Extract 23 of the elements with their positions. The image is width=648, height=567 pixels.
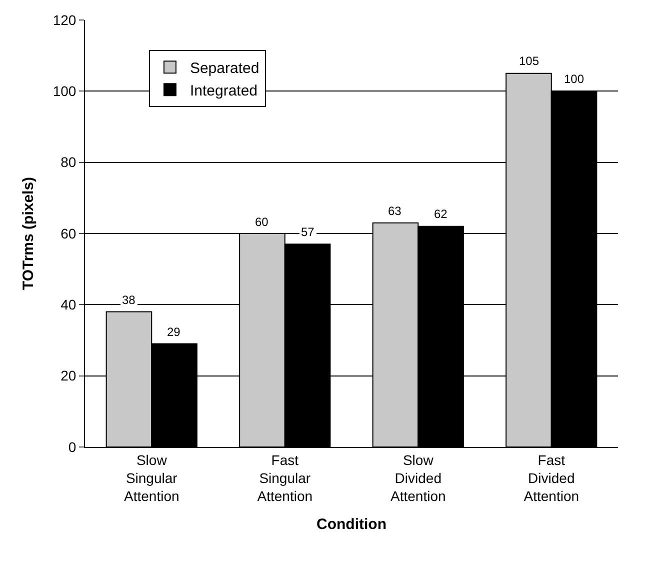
y-tick-label: 80 [60, 154, 76, 170]
data-label: 29 [167, 325, 181, 339]
y-tick-label: 60 [60, 225, 76, 242]
y-tick-label: 120 [52, 12, 76, 28]
data-label: 62 [434, 207, 448, 221]
y-axis-title: TOTrms (pixels) [20, 176, 38, 290]
y-tick-label: 100 [52, 83, 76, 100]
y-tick-label: 40 [60, 296, 76, 313]
legend-label: Integrated [190, 82, 258, 100]
x-tick-label: Fast Divided Attention [524, 452, 580, 504]
data-label: 57 [301, 225, 315, 239]
data-label: 63 [388, 204, 402, 218]
data-label: 100 [564, 72, 584, 86]
data-label: 38 [122, 293, 136, 307]
data-label: 60 [255, 215, 269, 229]
x-tick-label: Fast Singular Attention [257, 452, 313, 504]
y-tick-label: 20 [60, 368, 76, 384]
data-label: 105 [519, 54, 540, 68]
y-tick-label: 0 [68, 438, 76, 455]
x-axis-title: Condition [316, 516, 386, 534]
x-tick-label: Slow Divided Attention [390, 452, 446, 504]
legend-label: Separated [190, 60, 260, 77]
x-tick-label: Slow Singular Attention [124, 452, 180, 504]
